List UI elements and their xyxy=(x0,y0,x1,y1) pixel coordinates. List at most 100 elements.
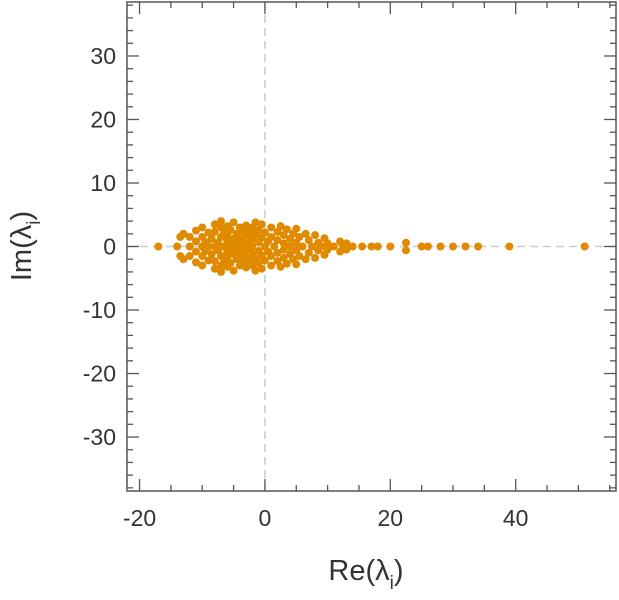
data-point xyxy=(401,238,410,247)
data-point xyxy=(210,264,219,273)
data-point xyxy=(474,242,483,251)
x-axis-title-subscript: i xyxy=(390,573,394,594)
data-point xyxy=(358,242,367,251)
data-point xyxy=(267,232,276,241)
data-point xyxy=(342,239,351,248)
data-point xyxy=(257,264,266,273)
data-point xyxy=(191,226,200,235)
data-point xyxy=(301,229,310,238)
data-point xyxy=(273,236,282,245)
data-point xyxy=(279,239,288,248)
data-point xyxy=(251,218,260,227)
y-axis-title-main: Im(λ xyxy=(6,224,38,281)
y-tick-label: 30 xyxy=(90,43,116,69)
x-tick-label: -20 xyxy=(123,505,156,531)
data-point xyxy=(505,242,514,251)
data-point xyxy=(436,242,445,251)
data-point xyxy=(276,222,285,231)
data-point xyxy=(270,242,279,251)
x-tick-labels: -20 0 20 40 xyxy=(123,505,529,531)
y-tick-label: 20 xyxy=(90,106,116,132)
data-point xyxy=(185,252,194,261)
data-point xyxy=(204,256,213,265)
y-axis-title-subscript: i xyxy=(24,221,45,225)
data-point xyxy=(242,263,251,272)
data-point xyxy=(229,218,238,227)
data-point xyxy=(251,266,260,275)
data-point xyxy=(260,256,269,265)
data-point xyxy=(185,232,194,241)
y-tick-label: -30 xyxy=(83,424,116,450)
data-points xyxy=(154,217,589,276)
data-point xyxy=(276,262,285,271)
data-point xyxy=(248,242,257,251)
data-point xyxy=(449,242,457,251)
data-point xyxy=(198,261,207,270)
data-point xyxy=(367,242,376,251)
x-axis-title-main: Re(λ xyxy=(328,555,390,587)
data-point xyxy=(311,231,320,240)
data-point xyxy=(267,261,276,270)
data-point xyxy=(198,223,207,232)
x-axis-title: Re(λi) xyxy=(328,555,403,594)
data-point xyxy=(191,237,200,246)
x-tick-label: 40 xyxy=(503,505,529,531)
data-point xyxy=(242,221,251,230)
data-point xyxy=(207,234,216,243)
data-point xyxy=(317,242,326,251)
data-point xyxy=(304,236,313,245)
data-point xyxy=(373,242,382,251)
y-tick-label: 0 xyxy=(103,234,116,260)
data-point xyxy=(210,257,219,266)
data-point xyxy=(257,220,266,229)
data-point xyxy=(329,242,338,251)
data-point xyxy=(295,252,304,261)
data-point xyxy=(229,266,238,275)
data-point xyxy=(179,229,188,238)
data-point xyxy=(461,242,470,251)
data-point xyxy=(267,252,276,261)
data-point xyxy=(279,245,288,254)
data-point xyxy=(282,225,291,234)
y-tick-labels: 30 20 10 0 -10 -20 -30 xyxy=(83,43,116,450)
data-point xyxy=(217,217,226,226)
data-point xyxy=(273,248,282,257)
data-point xyxy=(348,242,357,251)
data-point xyxy=(295,232,304,241)
data-point xyxy=(210,227,219,236)
data-point xyxy=(401,246,410,255)
y-tick-label: 10 xyxy=(90,170,116,196)
data-point xyxy=(292,260,301,269)
data-point xyxy=(323,239,332,248)
data-point xyxy=(185,242,194,251)
y-axis-title-close: ) xyxy=(6,211,38,221)
data-point xyxy=(342,245,351,254)
data-point xyxy=(301,255,310,264)
x-tick-label: 20 xyxy=(378,505,404,531)
data-point xyxy=(282,259,291,268)
data-point xyxy=(323,245,332,254)
data-point xyxy=(204,242,213,251)
data-point xyxy=(226,259,235,268)
x-tick-label: 0 xyxy=(259,505,272,531)
data-point xyxy=(226,225,235,234)
data-point xyxy=(311,253,320,262)
data-point xyxy=(204,228,213,237)
data-point xyxy=(217,267,226,276)
data-point xyxy=(207,250,216,259)
data-point xyxy=(580,242,589,251)
y-tick-label: -20 xyxy=(83,361,116,387)
data-point xyxy=(304,248,313,257)
data-point xyxy=(298,242,307,251)
data-point xyxy=(292,224,301,233)
data-point xyxy=(423,242,432,251)
data-point xyxy=(154,242,163,251)
data-point xyxy=(307,242,316,251)
y-tick-label: -10 xyxy=(83,297,116,323)
x-axis-title-close: ) xyxy=(394,555,404,587)
y-axis-title: Im(λi) xyxy=(6,211,45,281)
data-point xyxy=(191,247,200,256)
data-point xyxy=(173,242,182,251)
data-point xyxy=(267,223,276,232)
